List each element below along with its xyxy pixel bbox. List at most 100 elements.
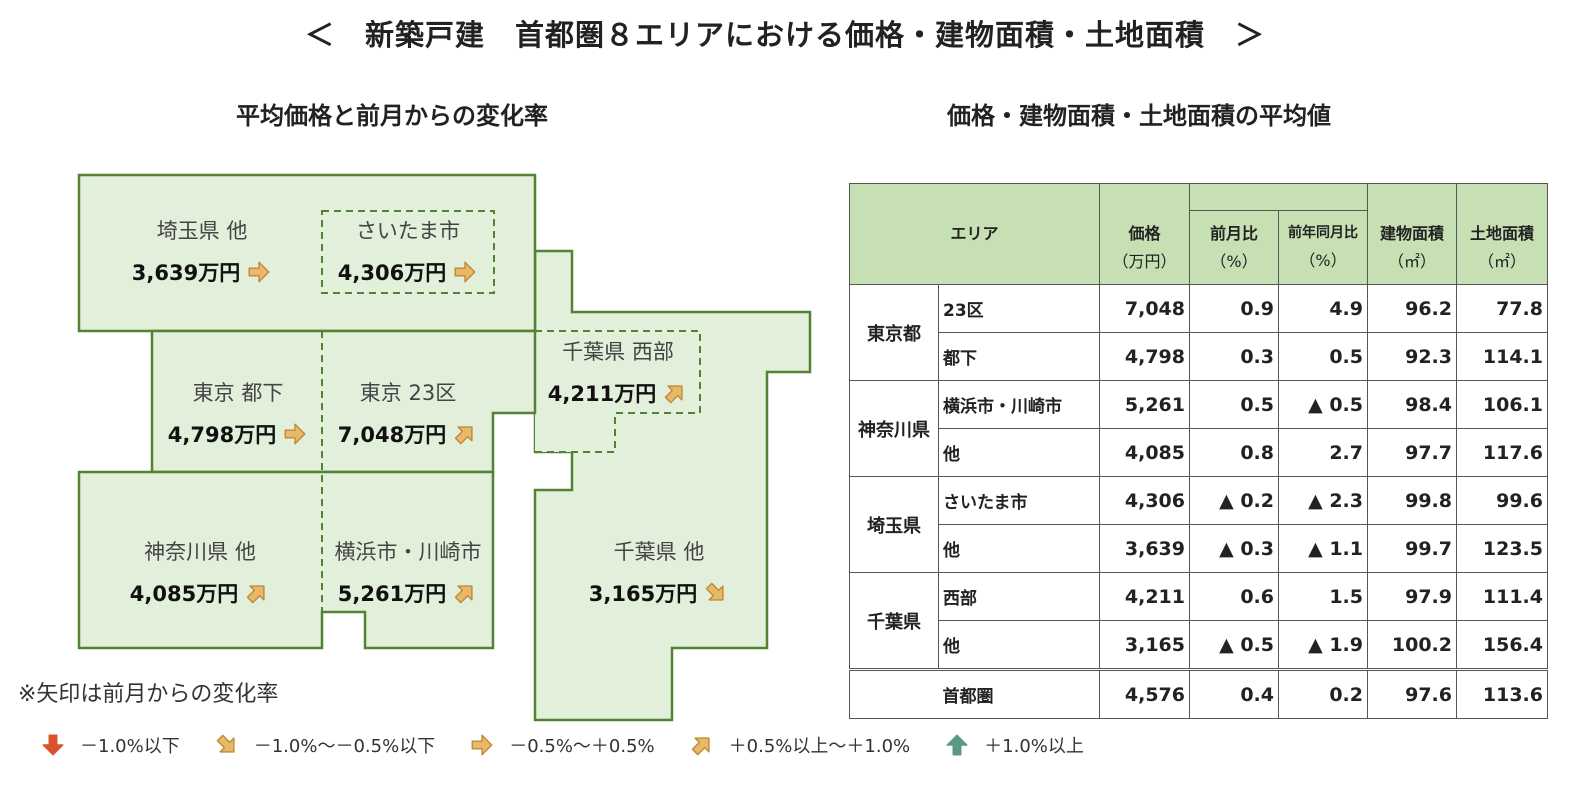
region-price: 4,306万円 xyxy=(318,257,498,287)
price-cell: 4,576 xyxy=(1099,668,1190,719)
up-right-arrow-icon xyxy=(664,385,683,404)
area-cell: 横浜市・川崎市 xyxy=(938,380,1100,429)
building-cell: 96.2 xyxy=(1367,284,1457,333)
legend-label: －1.0%～－0.5%以下 xyxy=(253,736,436,757)
region-name: 横浜市・川崎市 xyxy=(334,540,482,564)
table-row: 都下 4,798 0.3 0.5 92.3 114.1 xyxy=(850,332,1548,381)
header-change-group xyxy=(1189,183,1368,211)
yoy-cell: ▲ 1.1 xyxy=(1278,524,1368,573)
land-cell: 77.8 xyxy=(1456,284,1548,333)
area-map xyxy=(77,173,812,722)
region-name: 神奈川県 他 xyxy=(144,540,256,564)
up-arrow-icon xyxy=(946,734,968,756)
area-cell: 首都圏 xyxy=(938,668,1100,719)
right-arrow-icon xyxy=(248,261,270,283)
building-cell: 97.6 xyxy=(1367,668,1457,719)
mom-cell: 0.9 xyxy=(1189,284,1279,333)
mom-cell: ▲ 0.3 xyxy=(1189,524,1279,573)
map-region-label: さいたま市 4,306万円 xyxy=(318,216,498,287)
price-cell: 4,085 xyxy=(1099,428,1190,477)
table-row: 東京都 23区 7,048 0.9 4.9 96.2 77.8 xyxy=(849,284,1548,381)
land-cell: 114.1 xyxy=(1456,332,1548,381)
land-cell: 123.5 xyxy=(1456,524,1548,573)
table-row: 他 4,085 0.8 2.7 97.7 117.6 xyxy=(850,428,1548,477)
table-row: 他 3,165 ▲ 0.5 ▲ 1.9 100.2 156.4 xyxy=(850,620,1548,670)
legend-label: －1.0%以下 xyxy=(80,736,180,757)
region-chiba-other xyxy=(533,249,812,722)
prefecture-cell: 神奈川県 xyxy=(849,380,939,477)
region-chiba-west xyxy=(535,331,700,452)
map-region-label: 埼玉県 他 3,639万円 xyxy=(112,216,292,287)
building-cell: 97.9 xyxy=(1367,572,1457,621)
chiba-west-boundary xyxy=(535,330,701,453)
region-price: 3,165万円 xyxy=(569,578,749,608)
map-region-label: 千葉県 他 3,165万円 xyxy=(569,537,749,608)
mom-cell: 0.3 xyxy=(1189,332,1279,381)
region-name: 東京 都下 xyxy=(192,381,284,405)
yoy-cell: ▲ 2.3 xyxy=(1278,476,1368,525)
yoy-cell: ▲ 1.9 xyxy=(1278,620,1368,670)
mom-cell: 0.5 xyxy=(1189,380,1279,429)
yoy-cell: 2.7 xyxy=(1278,428,1368,477)
mom-cell: 0.6 xyxy=(1189,572,1279,621)
price-cell: 3,639 xyxy=(1099,524,1190,573)
legend: －1.0%以下 －1.0%～－0.5%以下 －0.5%～＋0.5% ＋0.5%以上～＋… xyxy=(40,732,1118,758)
header-area: エリア xyxy=(849,183,1100,285)
map-region-label: 神奈川県 他 4,085万円 xyxy=(110,537,290,608)
up-right-arrow-icon xyxy=(454,585,473,604)
legend-item: ＋0.5%以上～＋1.0% xyxy=(689,732,910,758)
region-name: 埼玉県 他 xyxy=(156,219,248,243)
header-yoy: 前年同月比 （%） xyxy=(1278,210,1368,285)
prefecture-cell: 千葉県 xyxy=(849,572,939,670)
region-price: 3,639万円 xyxy=(112,257,292,287)
land-cell: 156.4 xyxy=(1456,620,1548,670)
legend-item: ＋1.0%以上 xyxy=(944,732,1084,758)
region-price: 7,048万円 xyxy=(318,419,498,449)
region-price-value: 3,639万円 xyxy=(131,261,241,285)
yoy-cell: 0.2 xyxy=(1278,668,1368,719)
region-price: 4,211万円 xyxy=(528,378,708,408)
map-region-label: 東京 23区 7,048万円 xyxy=(318,378,498,449)
region-name: 千葉県 他 xyxy=(613,540,705,564)
map-region-label: 横浜市・川崎市 5,261万円 xyxy=(318,537,498,608)
table-row: 神奈川県 横浜市・川崎市 5,261 0.5 ▲ 0.5 98.4 106.1 xyxy=(849,380,1548,477)
land-cell: 106.1 xyxy=(1456,380,1548,429)
arrow-note: ※矢印は前月からの変化率 xyxy=(18,682,279,707)
yoy-cell: 4.9 xyxy=(1278,284,1368,333)
page-title: ＜ 新築戸建 首都圏８エリアにおける価格・建物面積・土地面積 ＞ xyxy=(304,18,1265,52)
header-price: 価格 （万円） xyxy=(1099,183,1190,285)
yoy-cell: 1.5 xyxy=(1278,572,1368,621)
mom-cell: 0.8 xyxy=(1189,428,1279,477)
prefecture-cell: 東京都 xyxy=(849,284,939,381)
building-cell: 99.8 xyxy=(1367,476,1457,525)
region-price-value: 3,165万円 xyxy=(588,582,698,606)
land-cell: 111.4 xyxy=(1456,572,1548,621)
area-cell: 西部 xyxy=(938,572,1100,621)
region-name: 千葉県 西部 xyxy=(562,340,674,364)
area-cell: 他 xyxy=(938,524,1100,573)
mom-cell: ▲ 0.2 xyxy=(1189,476,1279,525)
price-cell: 7,048 xyxy=(1099,284,1190,333)
yoy-cell: 0.5 xyxy=(1278,332,1368,381)
mom-cell: 0.4 xyxy=(1189,668,1279,719)
right-arrow-icon xyxy=(454,261,476,283)
legend-item: －0.5%～＋0.5% xyxy=(469,732,655,758)
land-cell: 113.6 xyxy=(1456,668,1548,719)
header-land: 土地面積 （㎡） xyxy=(1456,183,1548,285)
building-cell: 100.2 xyxy=(1367,620,1457,670)
area-cell: 他 xyxy=(938,620,1100,670)
price-cell: 4,798 xyxy=(1099,332,1190,381)
right-arrow-icon xyxy=(471,734,493,756)
map-heading: 平均価格と前月からの変化率 xyxy=(236,102,548,130)
region-price-value: 4,211万円 xyxy=(547,382,657,406)
saitama-city-boundary xyxy=(321,210,495,294)
area-cell: 23区 xyxy=(938,284,1100,333)
table-row: 千葉県 西部 4,211 0.6 1.5 97.9 111.4 xyxy=(849,572,1548,670)
up-right-arrow-icon xyxy=(246,585,265,604)
header-building: 建物面積 （㎡） xyxy=(1367,183,1457,285)
table-heading: 価格・建物面積・土地面積の平均値 xyxy=(947,102,1331,130)
building-cell: 92.3 xyxy=(1367,332,1457,381)
map-region-label: 東京 都下 4,798万円 xyxy=(148,378,328,449)
region-price: 4,798万円 xyxy=(148,419,328,449)
